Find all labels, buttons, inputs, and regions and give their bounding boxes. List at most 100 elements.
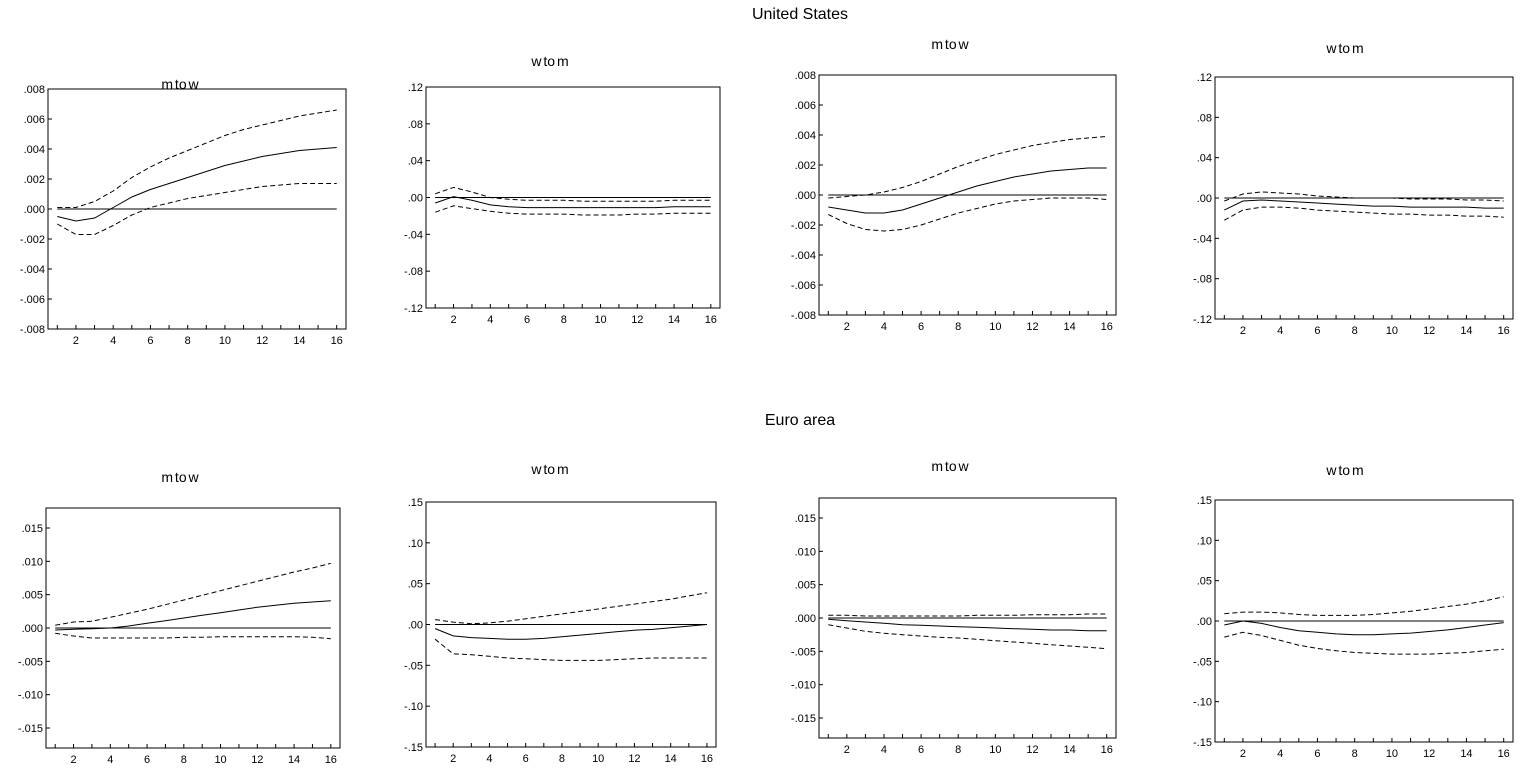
y-tick-label: .05 [408,579,423,591]
y-tick-label: .015 [22,523,43,535]
x-tick-label: 16 [701,753,713,765]
y-tick-label: .000 [795,613,816,625]
chart-title: m to w [931,36,969,52]
y-tick-label: .002 [24,174,45,186]
chart-svg: 2 4 6 8 10 12 14 16 .15 .10 .05 .00 -.05 -.10 -.15 [404,497,717,765]
y-tick-label: -.002 [791,220,816,232]
confidence-band-line [57,109,337,208]
chart-title: m to w [931,458,969,474]
impulse-response-line [55,600,331,631]
x-tick-label: 4 [110,335,116,347]
y-tick-label: -.04 [1193,233,1212,245]
chart-svg: 2 4 6 8 10 12 14 16 .12 .08 .04 .00 -.04 -.08 -.12 [404,82,721,326]
x-tick-label: 16 [1498,748,1510,760]
chart-panel-us-m-to-w-2: m to w 2 4 6 8 10 12 14 16 .008 .006 .004 .002 .000 -… [770,28,1130,338]
y-tick-label: -.05 [404,660,423,672]
x-tick-label: 6 [524,314,530,326]
y-tick-label: .05 [1197,576,1212,588]
y-tick-label: -.010 [18,690,43,702]
y-tick-label: .010 [22,556,43,568]
x-tick-label: 2 [1240,748,1246,760]
x-tick-label: 16 [325,754,337,766]
y-tick-label: -.010 [791,680,816,692]
y-tick-label: .15 [1197,495,1212,507]
y-tick-label: -.015 [791,713,816,725]
y-tick-label: -.006 [791,280,816,292]
y-tick-label: .005 [795,580,816,592]
y-tick-label: .00 [408,193,423,205]
x-tick-label: 12 [1423,325,1435,337]
x-tick-label: 2 [844,321,850,333]
confidence-band-line [435,186,711,202]
chart-panel-ea-w-to-m-1: w to m 2 4 6 8 10 12 14 16 .15 .10 .05 .00 -.05 -.10 -… [370,450,730,769]
y-tick-label: -.15 [404,742,423,754]
x-tick-label: 14 [1460,325,1472,337]
chart-title: w to m [531,461,569,477]
confidence-band-line [55,632,331,640]
x-tick-label: 8 [185,335,191,347]
confidence-band-line [1224,631,1504,655]
x-tick-label: 4 [881,321,887,333]
x-tick-label: 14 [1063,321,1075,333]
x-tick-label: 12 [1026,744,1038,756]
y-tick-label: -.015 [18,723,43,735]
x-tick-label: 4 [1277,325,1283,337]
y-tick-label: -.005 [791,646,816,658]
y-tick-label: .006 [24,114,45,126]
x-tick-label: 2 [1240,325,1246,337]
chart-panel-ea-m-to-w-1: m to w 2 4 6 8 10 12 14 16 .015 .010 .005 .000 -.005… [0,450,360,769]
y-tick-label: .12 [408,82,423,94]
impulse-response-line [828,167,1107,214]
section-title-euro-area: Euro area [764,412,836,429]
y-tick-label: .04 [408,156,423,168]
confidence-band-line [434,638,707,661]
y-tick-label: -.12 [1193,314,1212,326]
y-tick-label: .04 [1197,153,1212,165]
x-tick-label: 14 [1063,744,1075,756]
confidence-band-line [1224,191,1504,202]
x-tick-label: 10 [989,321,1001,333]
impulse-response-line [435,196,711,209]
x-tick-label: 8 [955,321,961,333]
x-tick-label: 2 [450,753,456,765]
x-tick-label: 12 [631,314,643,326]
y-tick-label: -.08 [404,266,423,278]
impulse-response-line [1224,620,1504,636]
x-tick-label: 2 [451,314,457,326]
x-tick-label: 6 [1314,325,1320,337]
y-tick-label: .00 [1197,616,1212,628]
x-tick-label: 12 [628,753,640,765]
chart-title: w to m [1326,462,1364,478]
chart-svg: 2 4 6 8 10 12 14 16 .12 .08 .04 .00 -.04 -.08 -.12 [1193,72,1514,337]
x-tick-label: 12 [251,754,263,766]
confidence-band-line [828,613,1107,617]
x-tick-label: 6 [523,753,529,765]
y-tick-label: .000 [22,623,43,635]
chart-panel-ea-m-to-w-2: m to w 2 4 6 8 10 12 14 16 .015 .010 .005 .000 -.005… [770,450,1130,769]
x-tick-label: 12 [1026,321,1038,333]
chart-svg: 2 4 6 8 10 12 14 16 .015 .010 .005 .000 -.005 -.010 -.… [791,497,1117,756]
y-tick-label: -.008 [791,310,816,322]
x-tick-label: 2 [844,744,850,756]
y-tick-label: .002 [795,160,816,172]
chart-title: w to m [531,53,569,69]
y-tick-label: -.008 [20,324,45,336]
confidence-band-line [1224,596,1504,616]
chart-title: m to w [161,469,199,485]
y-tick-label: .15 [408,497,423,509]
confidence-band-line [435,205,711,216]
chart-title: m to w [161,76,199,92]
x-tick-label: 10 [594,314,606,326]
y-tick-label: .10 [408,538,423,550]
x-tick-label: 4 [486,753,492,765]
y-tick-label: -.002 [20,234,45,246]
y-tick-label: .004 [24,144,45,156]
x-tick-label: 4 [487,314,493,326]
x-tick-label: 4 [107,754,113,766]
y-tick-label: -.004 [791,250,816,262]
x-tick-label: 16 [1498,325,1510,337]
x-tick-label: 6 [144,754,150,766]
y-tick-label: .008 [795,70,816,82]
y-tick-label: -.15 [1193,737,1212,749]
x-tick-label: 16 [1101,744,1113,756]
